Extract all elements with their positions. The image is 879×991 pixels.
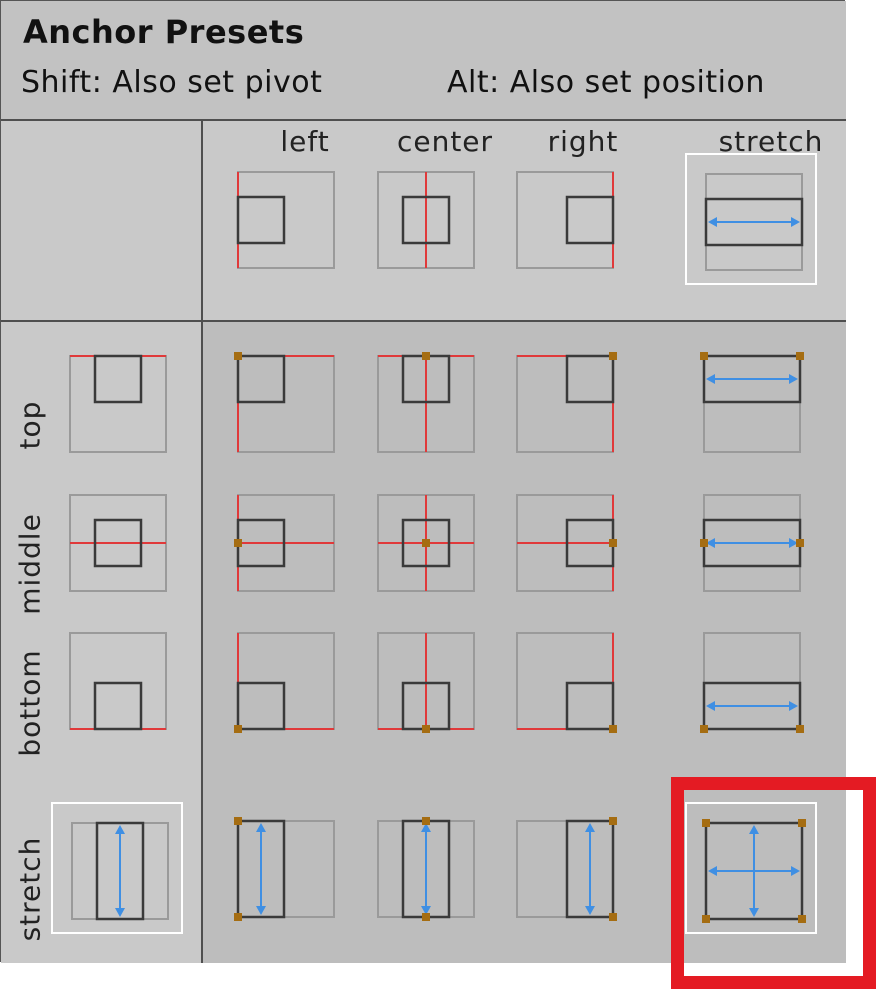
anchor-preset-stretch-middle-button[interactable] [685,476,817,608]
column-label-center: center [396,125,494,158]
preset-grid [202,322,846,963]
anchor-preset-center-top-button[interactable] [359,337,491,469]
anchor-preset-icon [377,171,475,269]
column-label-left: left [280,125,330,158]
anchor-preset-right-stretch-button[interactable] [498,802,630,934]
panel-title: Anchor Presets [23,13,305,51]
anchor-preset-left-bottom-button[interactable] [219,614,351,746]
anchor-preset-icon [234,352,335,453]
anchor-preset-any-stretch-button[interactable] [51,802,183,934]
anchor-preset-right-middle-button[interactable] [498,476,630,608]
anchor-preset-center-middle-button[interactable] [359,476,491,608]
anchor-preset-any-top-button[interactable] [51,337,183,469]
anchor-preset-stretch-any-button[interactable] [685,153,817,285]
selection-highlight [671,777,876,989]
anchor-preset-any-bottom-button[interactable] [51,614,183,746]
column-label-right: right [547,125,619,158]
row-label-top: top [13,400,47,450]
anchor-preset-icon [700,494,804,592]
anchor-preset-icon [377,817,475,921]
anchor-preset-center-stretch-button[interactable] [359,802,491,934]
anchor-preset-icon [516,494,617,592]
anchor-preset-stretch-top-button[interactable] [685,337,817,469]
anchor-preset-left-middle-button[interactable] [219,476,351,608]
column-label-stretch: stretch [718,125,824,158]
anchor-preset-icon [516,817,617,921]
anchor-preset-icon [377,352,475,453]
anchor-preset-icon [236,171,335,269]
anchor-preset-right-bottom-button[interactable] [498,614,630,746]
anchor-preset-center-bottom-button[interactable] [359,614,491,746]
row-label-stretch: stretch [13,836,47,942]
panel-header: Anchor Presets Shift: Also set pivot Alt… [1,1,846,121]
anchor-preset-icon [704,173,804,271]
shift-hint: Shift: Also set pivot [21,65,323,100]
anchor-presets-panel: Anchor Presets Shift: Also set pivot Alt… [0,0,846,963]
anchor-preset-icon [700,632,804,733]
row-label-middle: middle [13,513,47,615]
anchor-preset-icon [234,817,335,921]
anchor-preset-icon [69,632,167,731]
anchor-preset-icon [69,494,167,592]
row-label-bottom: bottom [13,649,47,757]
alt-hint: Alt: Also set position [447,65,765,100]
anchor-preset-icon [516,632,617,733]
anchor-preset-stretch-stretch-button[interactable] [685,802,817,934]
anchor-preset-icon [69,354,167,453]
anchor-preset-icon [516,352,617,453]
anchor-preset-right-top-button[interactable] [498,337,630,469]
anchor-preset-icon [377,632,475,733]
anchor-preset-center-any-button[interactable] [359,153,491,285]
anchor-preset-left-stretch-button[interactable] [219,802,351,934]
anchor-preset-any-middle-button[interactable] [51,476,183,608]
anchor-preset-right-any-button[interactable] [498,153,630,285]
anchor-preset-icon [377,494,475,592]
anchor-preset-icon [71,821,169,921]
anchor-preset-left-any-button[interactable] [219,153,351,285]
anchor-preset-icon [234,632,335,733]
anchor-preset-stretch-bottom-button[interactable] [685,614,817,746]
anchor-preset-left-top-button[interactable] [219,337,351,469]
anchor-preset-icon [702,819,806,923]
anchor-preset-icon [516,171,615,269]
divider [201,121,203,963]
anchor-preset-icon [234,494,335,592]
anchor-preset-icon [700,352,804,453]
